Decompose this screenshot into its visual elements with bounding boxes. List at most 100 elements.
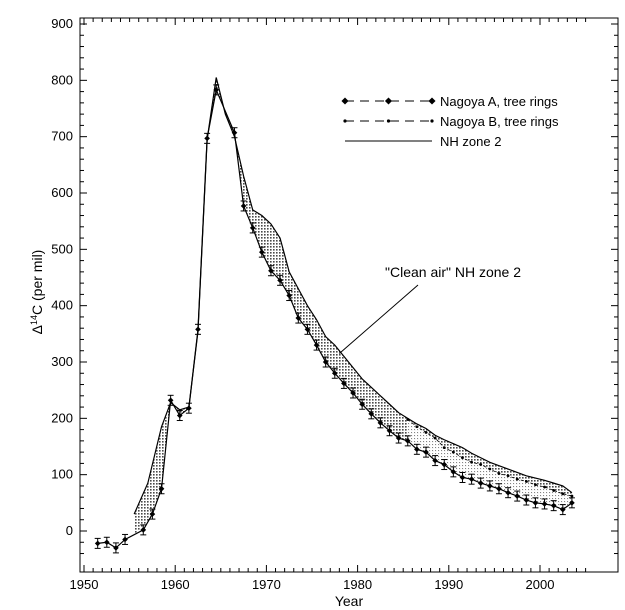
shaded-bands <box>134 77 572 535</box>
series-nagoya-b-point <box>524 480 528 483</box>
x-tick-label: 1990 <box>434 577 463 592</box>
series-nagoya-a-point <box>240 200 247 212</box>
marker <box>176 412 183 419</box>
series-nagoya-b-point <box>442 446 446 450</box>
series-nagoya-a-point <box>541 498 548 510</box>
series-nh-zone-2-line <box>133 77 573 515</box>
marker <box>341 380 347 387</box>
marker <box>559 506 566 513</box>
marker <box>140 527 147 533</box>
annotation-leader-line <box>339 284 419 354</box>
series-layer <box>94 77 575 554</box>
series-nagoya-b-point <box>406 418 410 421</box>
series-nagoya-a-point <box>532 497 539 509</box>
series-nagoya-a-point <box>176 410 183 422</box>
marker <box>377 420 384 426</box>
series-nagoya-a-point <box>441 459 448 471</box>
marker <box>268 267 274 274</box>
marker <box>94 540 101 547</box>
y-tick-label: 500 <box>51 241 73 256</box>
marker <box>395 435 402 441</box>
series-nagoya-a-point <box>386 425 393 437</box>
x-axis: 1950 1960 1970 1980 1990 2000 <box>70 577 555 592</box>
legend-item: Nagoya A, tree rings <box>341 94 558 109</box>
marker <box>277 277 283 284</box>
marker <box>404 438 411 444</box>
series-nagoya-a-point <box>423 446 429 458</box>
x-axis-title: Year <box>335 593 364 609</box>
legend-item: Nagoya B, tree rings <box>343 114 559 129</box>
series-nagoya-a-point <box>286 290 293 302</box>
marker <box>505 489 511 496</box>
series-nagoya-b-point <box>479 463 483 466</box>
series-nagoya-a-point <box>495 483 502 495</box>
legend-marker <box>343 119 347 123</box>
series-nagoya-a-point <box>550 500 557 512</box>
series-nagoya-a-point <box>432 455 439 467</box>
marker <box>477 480 484 486</box>
series-nagoya-b-point <box>451 450 455 454</box>
marker <box>304 326 311 333</box>
series-nagoya-a-point <box>413 443 420 455</box>
series-nagoya-a-point <box>112 542 119 554</box>
series-nagoya-a-point <box>158 483 165 495</box>
legend-marker <box>386 119 391 123</box>
marker <box>103 539 110 546</box>
series-nagoya-a-point <box>140 524 147 536</box>
marker <box>523 497 530 503</box>
series-nagoya-b-point <box>543 485 546 489</box>
plot-frame <box>79 17 619 573</box>
marker <box>386 427 393 434</box>
marker <box>441 461 448 468</box>
marker <box>468 476 475 483</box>
legend-marker <box>428 97 436 105</box>
legend-label: Nagoya A, tree rings <box>440 94 558 109</box>
series-nagoya-a-point <box>368 408 375 420</box>
nh-zone2-vs-nagoya-a-band <box>134 77 572 535</box>
series-nagoya-a-point <box>340 377 347 389</box>
legend-label: Nagoya B, tree rings <box>440 114 559 129</box>
marker <box>113 545 119 551</box>
series-nagoya-b-point <box>552 489 556 492</box>
marker <box>122 536 128 543</box>
series-nagoya-a-point <box>523 494 530 506</box>
series-nagoya-a-point <box>568 497 575 509</box>
marker <box>240 203 247 209</box>
marker <box>569 500 575 506</box>
series-nagoya-a-point <box>267 265 274 277</box>
series-nagoya-a-point <box>377 417 384 429</box>
marker <box>459 474 466 481</box>
series-nagoya-a-point <box>167 394 174 406</box>
marker <box>414 446 420 453</box>
marker <box>550 502 557 509</box>
series-nagoya-a-point <box>505 487 512 499</box>
series-nagoya-a-point <box>295 312 302 324</box>
legend: Nagoya A, tree rings Nagoya B, tree rings… <box>341 94 559 149</box>
marker <box>423 449 429 455</box>
series-nagoya-b-point <box>561 492 565 496</box>
marker <box>158 485 165 492</box>
y-tick-label: 400 <box>51 298 73 313</box>
marker <box>295 315 302 321</box>
legend-marker <box>430 119 434 123</box>
marker <box>368 410 375 417</box>
series-nagoya-a-point <box>486 480 493 492</box>
series-nagoya-b-point <box>515 477 519 481</box>
legend-marker <box>384 97 393 105</box>
series-nagoya-a-point <box>258 246 265 258</box>
y-tick-label: 700 <box>51 129 73 144</box>
marker <box>286 292 293 299</box>
marker <box>249 225 256 231</box>
marker <box>450 469 457 475</box>
series-nagoya-b-point <box>433 436 437 440</box>
nagoya-b-band <box>407 419 572 510</box>
series-nagoya-a-point <box>185 402 192 414</box>
series-nagoya-a-point <box>94 537 101 549</box>
y-tick-label: 300 <box>51 354 73 369</box>
series-nagoya-a-point <box>304 323 311 335</box>
y-tick-label: 200 <box>51 410 73 425</box>
series-nagoya-a-point <box>231 127 238 139</box>
series-nagoya-a-point <box>359 398 366 410</box>
marker <box>313 342 320 348</box>
marker <box>514 493 521 499</box>
